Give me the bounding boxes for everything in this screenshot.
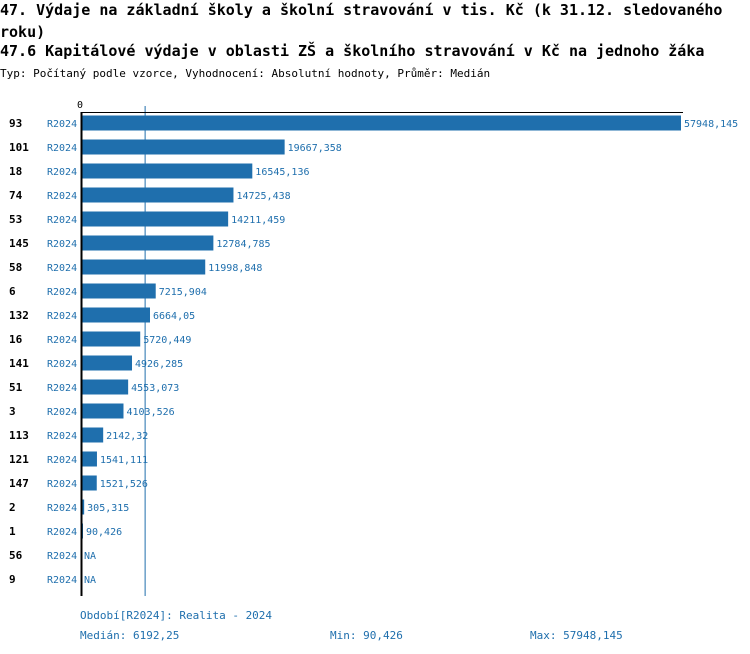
chart-title-line1: 47. Výdaje na základní školy a školní st… xyxy=(0,1,723,41)
row-period-label: R2024 xyxy=(47,143,77,154)
bar-value-label: 19667,358 xyxy=(288,143,342,154)
bar-value-label: 57948,145 xyxy=(684,119,738,130)
row-period-label: R2024 xyxy=(47,119,77,130)
bar-value-label: 6664,05 xyxy=(153,311,195,322)
bar xyxy=(81,355,133,371)
row-id-label: 113 xyxy=(9,429,29,442)
bar xyxy=(81,187,234,203)
bar xyxy=(81,427,104,443)
footer-min: Min: 90,426 xyxy=(330,629,403,642)
chart-title-line2: 47.6 Kapitálové výdaje v oblasti ZŠ a šk… xyxy=(0,42,705,60)
bar-value-label: NA xyxy=(84,575,96,586)
row-id-label: 1 xyxy=(9,525,16,538)
row-id-label: 3 xyxy=(9,405,16,418)
row-period-label: R2024 xyxy=(47,263,77,274)
bar xyxy=(81,211,229,227)
row-period-label: R2024 xyxy=(47,167,77,178)
row-period-label: R2024 xyxy=(47,287,77,298)
row-period-label: R2024 xyxy=(47,503,77,514)
row-id-label: 58 xyxy=(9,261,22,274)
row-period-label: R2024 xyxy=(47,551,77,562)
bar-value-label: 5720,449 xyxy=(143,335,191,346)
row-period-label: R2024 xyxy=(47,407,77,418)
bar xyxy=(81,379,129,395)
chart-subtitle: Typ: Počítaný podle vzorce, Vyhodnocení:… xyxy=(0,67,491,80)
bar xyxy=(81,235,214,251)
bar xyxy=(81,499,85,515)
row-id-label: 121 xyxy=(9,453,29,466)
bar xyxy=(81,139,285,155)
row-id-label: 9 xyxy=(9,573,16,586)
bar-value-label: 90,426 xyxy=(86,527,122,538)
row-period-label: R2024 xyxy=(47,455,77,466)
row-id-label: 16 xyxy=(9,333,23,346)
footer-median: Medián: 6192,25 xyxy=(80,629,180,642)
bar-value-label: 4103,526 xyxy=(126,407,174,418)
row-period-label: R2024 xyxy=(47,383,77,394)
bar xyxy=(81,451,97,467)
row-id-label: 147 xyxy=(9,477,29,490)
row-id-label: 145 xyxy=(9,237,29,250)
row-id-label: 53 xyxy=(9,213,22,226)
bar-value-label: 1541,111 xyxy=(100,455,148,466)
bar-value-label: 4553,073 xyxy=(131,383,179,394)
bar-value-label: 12784,785 xyxy=(216,239,270,250)
row-period-label: R2024 xyxy=(47,335,77,346)
bar-value-label: 14725,438 xyxy=(236,191,290,202)
bar xyxy=(81,259,206,275)
bar xyxy=(81,331,141,347)
footer-period: Období[R2024]: Realita - 2024 xyxy=(80,609,273,622)
row-id-label: 56 xyxy=(9,549,23,562)
row-period-label: R2024 xyxy=(47,311,77,322)
bar xyxy=(81,403,124,419)
row-id-label: 2 xyxy=(9,501,16,514)
row-period-label: R2024 xyxy=(47,239,77,250)
row-id-label: 74 xyxy=(9,189,23,202)
row-id-label: 51 xyxy=(9,381,23,394)
row-period-label: R2024 xyxy=(47,191,77,202)
row-id-label: 93 xyxy=(9,117,22,130)
row-period-label: R2024 xyxy=(47,431,77,442)
row-id-label: 101 xyxy=(9,141,29,154)
row-id-label: 141 xyxy=(9,357,29,370)
row-id-label: 18 xyxy=(9,165,22,178)
row-period-label: R2024 xyxy=(47,359,77,370)
row-id-label: 132 xyxy=(9,309,29,322)
bar xyxy=(81,307,151,323)
row-period-label: R2024 xyxy=(47,215,77,226)
bar xyxy=(81,163,253,179)
bar-value-label: 305,315 xyxy=(87,503,129,514)
bar-value-label: 4926,285 xyxy=(135,359,183,370)
bar-value-label: 1521,526 xyxy=(100,479,148,490)
bar-value-label: 14211,459 xyxy=(231,215,285,226)
bar-value-label: 7215,904 xyxy=(159,287,207,298)
bar-value-label: 2142,32 xyxy=(106,431,148,442)
bar-value-label: 11998,848 xyxy=(208,263,262,274)
bar xyxy=(81,115,681,131)
row-period-label: R2024 xyxy=(47,527,77,538)
footer-max: Max: 57948,145 xyxy=(530,629,623,642)
row-period-label: R2024 xyxy=(47,575,77,586)
row-id-label: 6 xyxy=(9,285,16,298)
axis-zero-label: 0 xyxy=(77,100,83,111)
bar xyxy=(81,283,156,299)
row-period-label: R2024 xyxy=(47,479,77,490)
bar-value-label: NA xyxy=(84,551,96,562)
bar-value-label: 16545,136 xyxy=(255,167,309,178)
bar xyxy=(81,475,97,491)
